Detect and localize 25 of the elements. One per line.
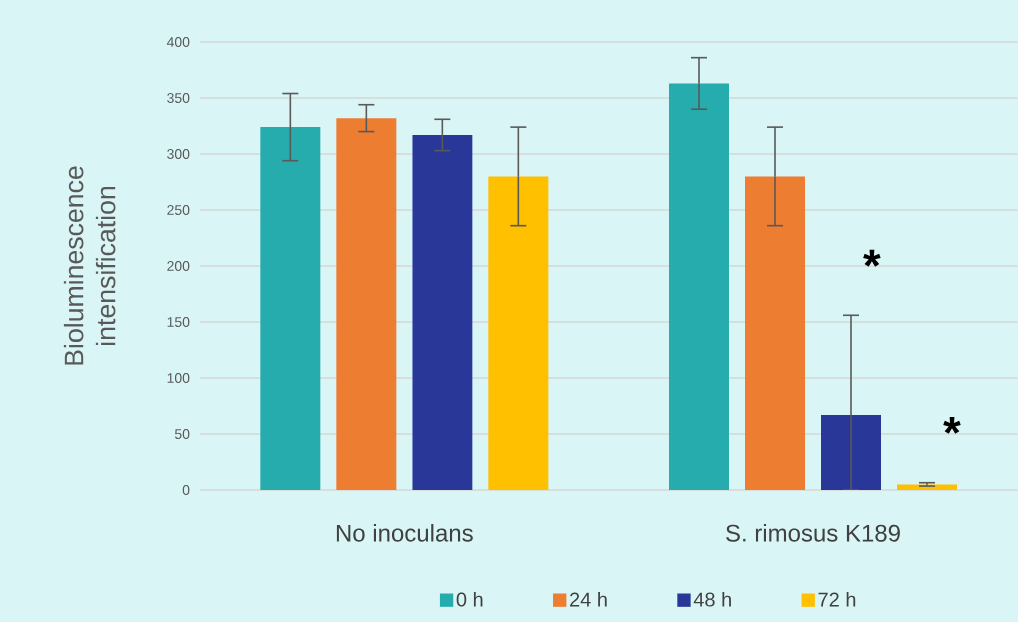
y-tick-label: 50: [174, 429, 190, 439]
bar: [260, 127, 321, 490]
legend-label: 48 h: [693, 591, 731, 607]
y-tick-label: 150: [167, 317, 190, 327]
y-tick-label: 300: [167, 149, 190, 159]
legend-label: 72 h: [818, 591, 856, 607]
y-tick-label: 400: [166, 37, 190, 47]
y-tick-label: 250: [167, 205, 190, 215]
bar: [745, 176, 805, 490]
bar: [669, 83, 729, 490]
y-tick-label: 200: [167, 261, 190, 271]
annotation: *: [863, 249, 881, 267]
legend-label: 24 h: [570, 591, 607, 607]
bar: [897, 484, 957, 490]
bar: [412, 134, 473, 490]
y-tick-label: 100: [167, 373, 190, 383]
y-tick-label: 0: [182, 485, 190, 495]
x-tick-label: S. rimosus K189: [726, 524, 900, 542]
bar: [488, 176, 549, 490]
legend-label: 0 h: [456, 591, 483, 607]
bar: [336, 118, 397, 490]
x-tick-label: No inoculans: [336, 524, 473, 542]
y-tick-label: 350: [167, 93, 190, 103]
y-axis-title: Bioluminescence intensification: [63, 166, 116, 365]
annotation: *: [943, 416, 961, 434]
